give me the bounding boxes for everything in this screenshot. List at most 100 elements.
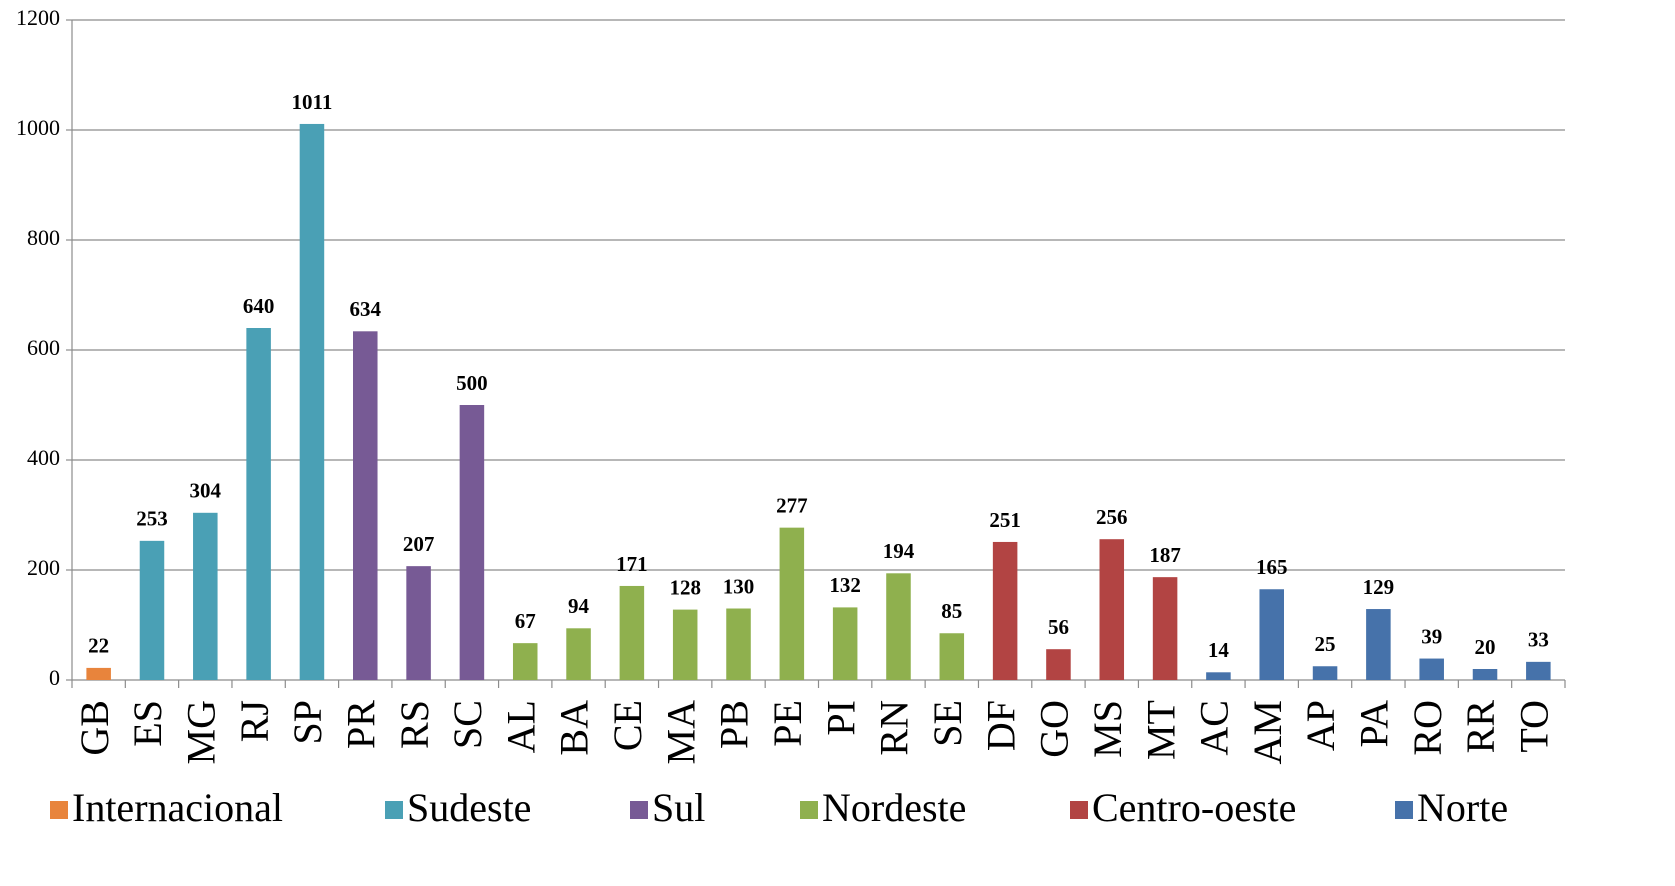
x-tick-label: GO	[1032, 700, 1077, 758]
data-label: 67	[515, 609, 536, 633]
x-tick-label: PA	[1352, 700, 1397, 748]
bar	[512, 643, 538, 680]
legend-swatch	[385, 801, 403, 819]
data-label: 129	[1363, 575, 1395, 599]
bar	[406, 566, 431, 680]
data-label: 634	[350, 297, 382, 321]
bar	[299, 123, 325, 680]
x-tick-label: AM	[1245, 700, 1290, 764]
bar	[1046, 649, 1071, 680]
y-tick-label: 1200	[16, 5, 60, 30]
data-label: 251	[989, 508, 1021, 532]
bar	[86, 667, 111, 680]
data-label: 25	[1315, 632, 1336, 656]
data-label: 500	[456, 371, 488, 395]
data-label: 187	[1149, 543, 1181, 567]
x-tick-label: RR	[1458, 700, 1503, 754]
x-tick-label: CE	[605, 700, 650, 751]
x-tick-label: SP	[285, 700, 330, 745]
x-tick-label: MS	[1085, 700, 1130, 758]
bar	[1472, 669, 1498, 680]
data-label: 39	[1421, 624, 1442, 648]
bar	[886, 573, 911, 680]
data-label: 256	[1096, 505, 1128, 529]
legend-swatch	[1070, 801, 1088, 819]
legend-swatch	[1395, 801, 1413, 819]
bar	[992, 541, 1018, 680]
x-tick-label: DF	[978, 700, 1023, 751]
bar	[353, 331, 378, 680]
data-label: 171	[616, 552, 648, 576]
x-tick-label: PB	[712, 700, 757, 749]
bar	[1419, 658, 1444, 680]
data-label: 1011	[292, 90, 333, 114]
x-tick-label: RS	[392, 700, 437, 749]
data-label: 22	[88, 634, 109, 658]
data-label: 132	[829, 573, 861, 597]
x-tick-label: AP	[1298, 700, 1343, 751]
x-tick-label: MG	[178, 700, 223, 764]
bar	[1526, 661, 1551, 680]
legend-label: Nordeste	[822, 785, 966, 830]
x-tick-label: TO	[1512, 700, 1557, 753]
x-tick-label: MA	[658, 700, 703, 765]
x-tick-label: PR	[338, 700, 383, 749]
legend-label: Norte	[1417, 785, 1508, 830]
y-tick-label: 0	[49, 665, 60, 690]
bar	[779, 527, 805, 680]
legend-swatch	[630, 801, 648, 819]
bar	[246, 328, 271, 680]
data-label: 56	[1048, 615, 1069, 639]
x-tick-label: RN	[872, 700, 917, 756]
bar	[1206, 672, 1231, 680]
data-label: 207	[403, 532, 435, 556]
data-label: 165	[1256, 555, 1288, 579]
x-tick-label: RO	[1405, 700, 1450, 756]
bar	[832, 607, 858, 680]
legend-label: Internacional	[72, 785, 283, 830]
data-label: 94	[568, 594, 590, 618]
data-label: 304	[190, 479, 222, 503]
x-tick-label: PE	[765, 700, 810, 747]
x-tick-label: PI	[818, 700, 863, 736]
x-tick-label: BA	[552, 700, 597, 756]
x-tick-label: GB	[72, 700, 117, 756]
bar	[1259, 589, 1284, 680]
bar	[193, 512, 218, 680]
bar	[726, 608, 751, 680]
bar	[939, 633, 965, 680]
bar	[1366, 609, 1391, 680]
data-label: 33	[1528, 628, 1549, 652]
legend-label: Centro-oeste	[1092, 785, 1296, 830]
x-tick-label: RJ	[232, 700, 277, 742]
x-tick-label: SC	[445, 700, 490, 749]
data-label: 85	[941, 599, 962, 623]
bar	[1152, 577, 1178, 680]
data-label: 128	[669, 575, 701, 599]
x-tick-label: AC	[1192, 700, 1237, 756]
bar	[566, 628, 591, 680]
legend-swatch	[50, 801, 68, 819]
legend-label: Sul	[652, 785, 705, 830]
legend-label: Sudeste	[407, 785, 531, 830]
x-tick-label: AL	[498, 700, 543, 753]
y-tick-label: 400	[27, 445, 60, 470]
bar	[1099, 539, 1125, 680]
bar	[672, 609, 698, 680]
y-tick-label: 200	[27, 555, 60, 580]
bar	[459, 405, 485, 680]
data-label: 253	[136, 507, 168, 531]
bar	[1312, 666, 1338, 680]
data-label: 194	[883, 539, 915, 563]
x-tick-label: ES	[125, 700, 170, 747]
y-tick-label: 600	[27, 335, 60, 360]
bar	[619, 585, 645, 680]
legend-swatch	[800, 801, 818, 819]
data-label: 640	[243, 294, 275, 318]
data-label: 277	[776, 493, 808, 517]
x-tick-label: MT	[1138, 700, 1183, 760]
data-label: 20	[1475, 635, 1496, 659]
x-tick-label: SE	[925, 700, 970, 747]
data-label: 14	[1208, 638, 1230, 662]
